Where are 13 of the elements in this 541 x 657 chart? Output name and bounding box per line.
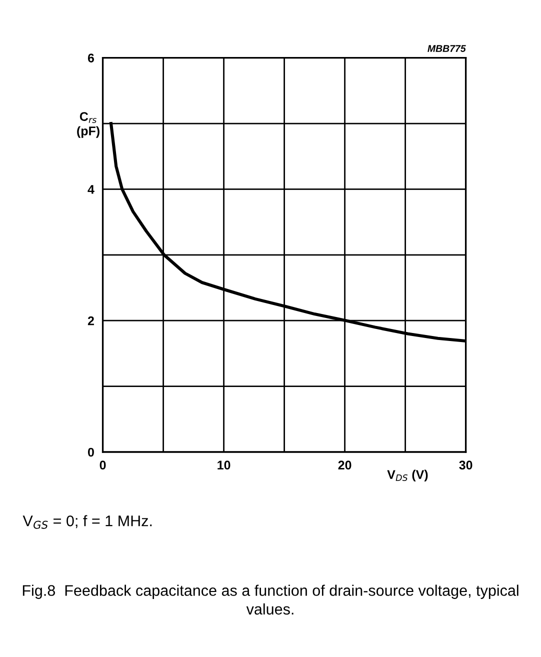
x-tick-label: 30	[459, 460, 472, 470]
caption: Fig.8 Feedback capacitance as a function of drain-source voltage, typical values.	[22, 584, 518, 615]
text: MBB775	[428, 45, 466, 52]
x-axis-title: V$_{DS}$ (V)	[387, 470, 428, 482]
y-tick-label: 0	[88, 448, 94, 457]
text: V$_{GS}$ = 0; f = 1 MHz.	[22, 515, 152, 529]
y-tick-label: 4	[88, 185, 94, 194]
y-axis-title: C$_{rs}$ (pF)	[77, 112, 100, 138]
y-tick-label: 6	[88, 54, 94, 62]
y-tick-label: 2	[88, 316, 94, 326]
x-tick-label: 0	[100, 460, 106, 470]
x-tick-label: 20	[338, 460, 352, 470]
x-tick-label: 10	[218, 460, 230, 470]
